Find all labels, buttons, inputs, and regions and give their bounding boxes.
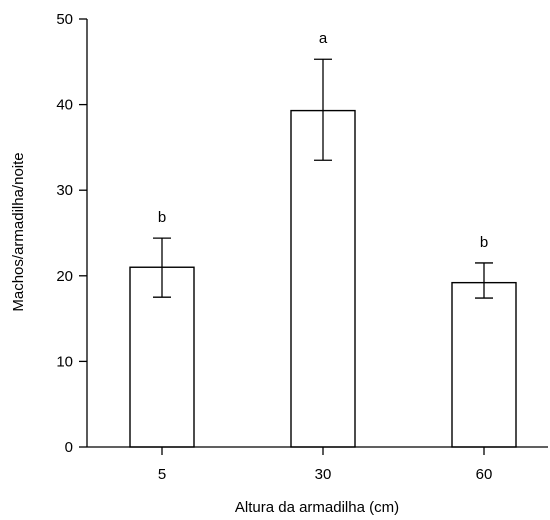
x-axis-ticks: 5 30 60 <box>158 447 493 483</box>
bars-group <box>129 109 517 448</box>
error-bars-group <box>153 58 493 299</box>
significance-label: b <box>480 234 488 251</box>
bar <box>290 109 356 448</box>
x-tick-label: 5 <box>158 466 166 483</box>
y-tick-label: 40 <box>56 97 73 114</box>
y-tick-label: 10 <box>56 353 73 370</box>
significance-label: b <box>158 209 166 226</box>
y-tick-label: 50 <box>56 11 73 28</box>
significance-label: a <box>319 30 328 47</box>
x-axis-title: Altura da armadilha (cm) <box>235 499 399 516</box>
y-tick-label: 0 <box>65 439 73 456</box>
y-tick-label: 20 <box>56 268 73 285</box>
bar <box>451 281 517 448</box>
y-tick-label: 30 <box>56 182 73 199</box>
y-axis-title: Machos/armadilha/noite <box>10 152 27 311</box>
y-axis-ticks: 0 10 20 30 40 50 <box>56 11 87 456</box>
x-tick-label: 30 <box>315 466 332 483</box>
x-tick-label: 60 <box>476 466 493 483</box>
significance-labels-group: b a b <box>158 30 488 251</box>
